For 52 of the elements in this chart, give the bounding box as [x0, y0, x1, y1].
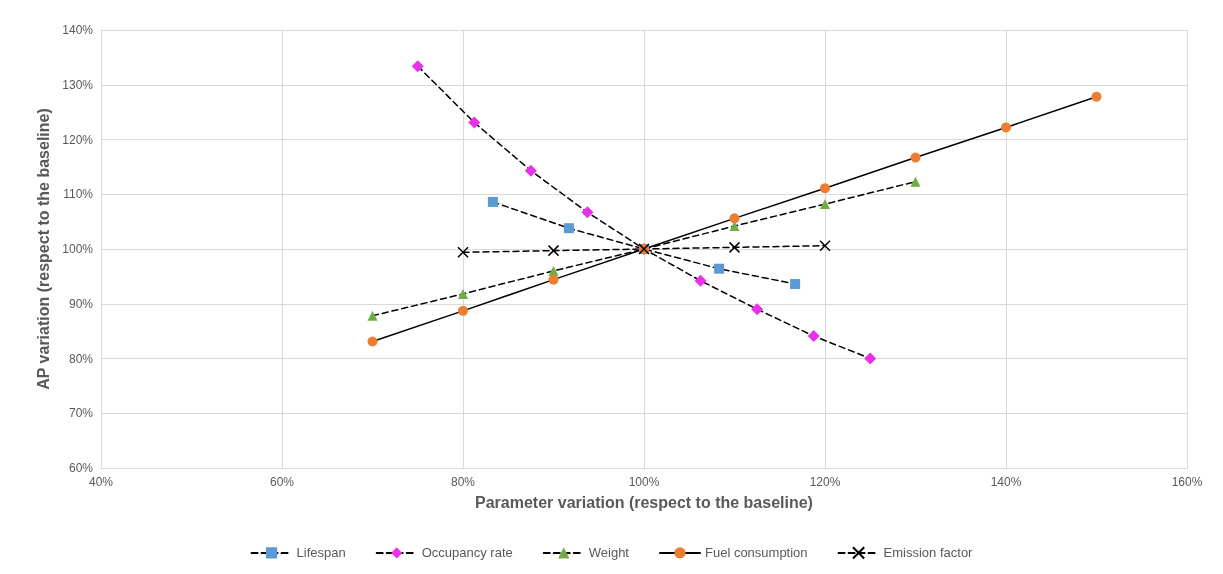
y-tick-label: 130%: [62, 77, 94, 92]
legend-label: Occupancy rate: [421, 545, 513, 561]
point: [694, 274, 707, 287]
point: [458, 305, 468, 316]
point: [548, 265, 559, 276]
point: [548, 274, 559, 285]
legend-label: Fuel consumption: [704, 545, 808, 561]
point: [468, 116, 481, 129]
y-tick-label: 90%: [68, 296, 94, 311]
point: [367, 336, 378, 347]
point: [864, 352, 877, 365]
x-tick-label: 160%: [1171, 475, 1203, 489]
point: [807, 330, 820, 343]
x-tick-label: 120%: [809, 475, 841, 489]
legend-label: Lifespan: [296, 545, 346, 561]
point: [790, 279, 801, 290]
point: [1091, 91, 1102, 102]
y-tick-label: 60%: [68, 461, 94, 475]
point: [524, 164, 537, 177]
point: [910, 152, 921, 163]
y-tick-label: 80%: [68, 351, 94, 366]
y-tick-label: 110%: [63, 187, 94, 202]
point: [910, 176, 921, 187]
point: [581, 206, 594, 219]
legend-label: Weight: [588, 545, 630, 561]
y-tick-label: 120%: [62, 132, 94, 147]
point: [367, 310, 378, 321]
x-tick-label: 100%: [628, 475, 660, 489]
x-tick-label: 40%: [88, 475, 114, 489]
x-axis-title: Parameter variation (respect to the baseline): [475, 493, 813, 511]
y-tick-label: 70%: [68, 406, 94, 421]
y-axis-title: AP variation (respect to the baseline): [34, 108, 52, 390]
point: [487, 196, 498, 207]
point: [411, 60, 424, 73]
point: [819, 239, 831, 252]
y-tick-label: 140%: [62, 23, 94, 37]
point: [547, 244, 560, 257]
legend-label: Emission factor: [883, 545, 974, 561]
point: [728, 241, 741, 254]
x-tick-label: 60%: [269, 475, 295, 489]
point: [729, 213, 740, 224]
point: [1001, 122, 1011, 133]
point: [820, 183, 830, 194]
point: [563, 223, 574, 234]
point: [457, 246, 469, 259]
point: [458, 288, 468, 299]
y-tick-label: 100%: [62, 242, 94, 256]
point: [820, 199, 830, 210]
point: [751, 303, 764, 316]
x-tick-label: 80%: [450, 475, 476, 489]
x-tick-label: 140%: [990, 475, 1022, 489]
point: [714, 263, 725, 274]
